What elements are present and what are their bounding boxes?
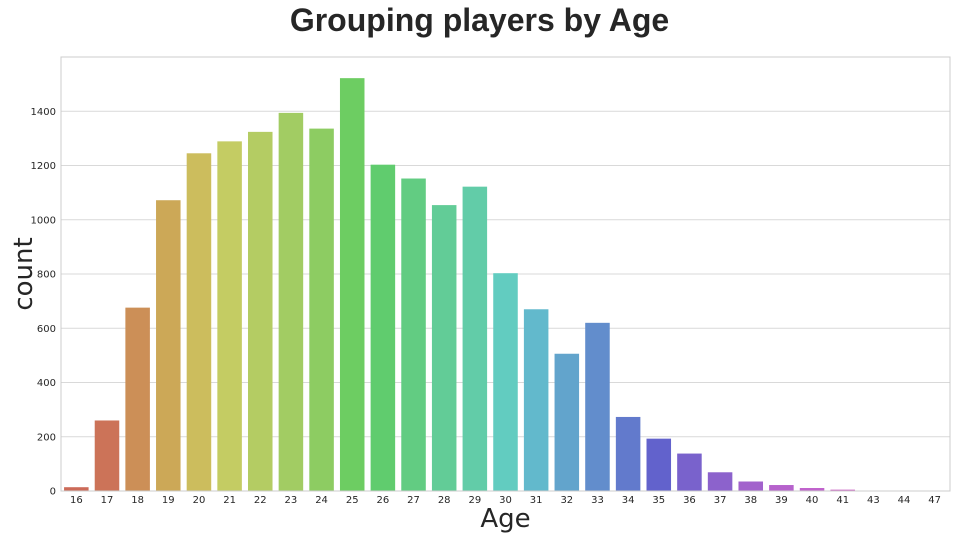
y-axis-label: count — [9, 237, 39, 310]
x-tick-label: 23 — [285, 495, 298, 506]
x-tick-label: 35 — [652, 495, 665, 506]
x-tick-label: 32 — [560, 495, 573, 506]
x-tick-label: 30 — [499, 495, 512, 506]
x-tick-label: 38 — [744, 495, 757, 506]
y-tick-label: 800 — [37, 270, 56, 281]
y-tick-label: 1200 — [31, 161, 56, 172]
bar-age-27 — [401, 178, 426, 491]
bar-age-28 — [431, 205, 457, 492]
bar-age-33 — [585, 322, 610, 491]
x-tick-label: 37 — [714, 495, 727, 506]
x-tick-labels: 16 17 18 19 20 21 22 23 24 25 26 27 28 29 30 31 32 33 34 35… — [70, 495, 941, 506]
x-axis-label: Age — [480, 504, 530, 534]
y-tick-label: 1000 — [31, 215, 56, 226]
x-tick-label: 21 — [223, 495, 236, 506]
bar-age-34 — [615, 416, 641, 491]
bars — [64, 78, 947, 492]
y-tick-label: 200 — [37, 432, 56, 443]
x-tick-label: 44 — [898, 495, 911, 506]
bar-age-18 — [125, 307, 150, 491]
x-tick-label: 31 — [530, 495, 543, 506]
bar-age-21 — [217, 141, 242, 491]
bar-age-16 — [64, 487, 89, 491]
x-tick-label: 17 — [101, 495, 114, 506]
x-tick-label: 47 — [928, 495, 941, 506]
x-tick-label: 25 — [346, 495, 359, 506]
x-tick-label: 28 — [438, 495, 451, 506]
y-tick-labels: 0 200 400 600 800 1000 1200 1400 — [31, 107, 56, 498]
bar-age-26 — [370, 164, 396, 491]
x-tick-label: 19 — [162, 495, 175, 506]
bar-age-37 — [707, 472, 733, 491]
x-tick-label: 22 — [254, 495, 267, 506]
bar-age-40 — [799, 488, 825, 491]
bar-age-29 — [462, 186, 488, 491]
bar-age-19 — [156, 200, 181, 491]
bar-age-41 — [830, 489, 855, 491]
bar-age-24 — [309, 128, 334, 492]
x-tick-label: 43 — [867, 495, 880, 506]
x-tick-label: 39 — [775, 495, 788, 506]
y-tick-label: 0 — [50, 487, 56, 498]
bar-age-22 — [247, 131, 273, 492]
x-tick-label: 26 — [377, 495, 390, 506]
bar-age-35 — [646, 438, 672, 491]
x-tick-label: 29 — [468, 495, 481, 506]
x-tick-label: 16 — [70, 495, 83, 506]
plot-frame — [60, 56, 951, 492]
x-tick-label: 27 — [407, 495, 420, 506]
bar-age-31 — [523, 309, 549, 491]
bar-age-32 — [554, 353, 580, 491]
y-tick-label: 1400 — [31, 107, 56, 118]
x-tick-label: 18 — [131, 495, 144, 506]
y-tick-label: 400 — [37, 378, 56, 389]
x-tick-label: 40 — [806, 495, 819, 506]
x-tick-label: 41 — [836, 495, 849, 506]
bar-age-25 — [339, 78, 365, 491]
bar-age-20 — [186, 153, 212, 491]
bar-age-39 — [769, 485, 794, 491]
bar-age-17 — [94, 420, 120, 491]
x-tick-label: 36 — [683, 495, 696, 506]
bar-age-23 — [278, 112, 304, 491]
x-tick-label: 34 — [622, 495, 635, 506]
x-tick-label: 33 — [591, 495, 604, 506]
x-tick-label: 20 — [193, 495, 206, 506]
bar-age-30 — [493, 273, 518, 491]
bar-age-38 — [738, 481, 764, 491]
y-tick-label: 600 — [37, 324, 56, 335]
bar-age-36 — [677, 453, 702, 491]
chart-title: Grouping players by Age — [289, 2, 670, 38]
x-tick-label: 24 — [315, 495, 328, 506]
